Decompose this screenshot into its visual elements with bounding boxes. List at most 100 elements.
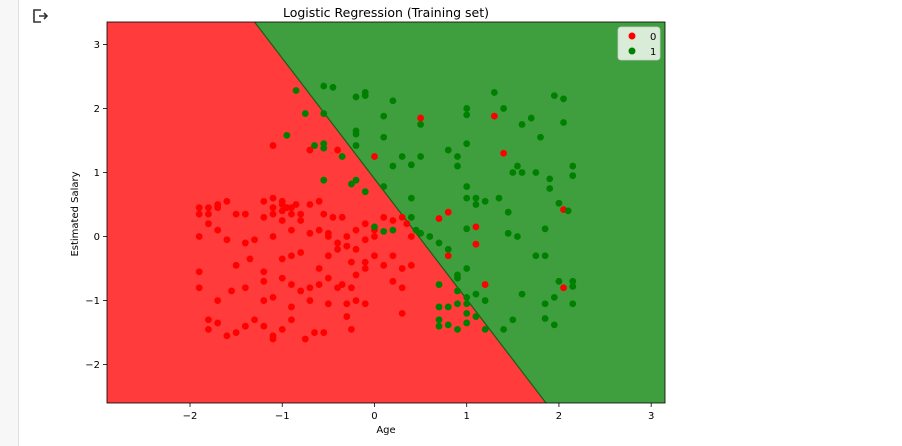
data-point-class-1 <box>546 185 554 192</box>
data-point-class-0 <box>278 255 286 263</box>
data-point-class-1 <box>504 208 512 216</box>
legend-box <box>617 26 661 61</box>
data-point-class-1 <box>472 290 480 298</box>
data-point-class-0 <box>228 287 235 295</box>
data-point-class-1 <box>352 176 360 184</box>
data-point-class-0 <box>205 316 212 324</box>
data-point-class-1 <box>495 194 503 202</box>
data-point-class-0 <box>269 233 277 240</box>
data-point-class-1 <box>463 319 471 327</box>
axes-frame <box>106 21 666 404</box>
data-point-class-0 <box>223 197 231 205</box>
data-point-class-1 <box>463 111 471 119</box>
data-point-class-0 <box>269 142 277 149</box>
data-point-class-0 <box>288 226 295 234</box>
data-point-class-1 <box>352 93 360 101</box>
data-point-class-0 <box>389 277 397 285</box>
data-point-class-1 <box>569 283 577 290</box>
output-arrow-icon[interactable] <box>30 6 50 26</box>
data-point-class-0 <box>288 252 295 260</box>
x-tick-label: −2 <box>183 411 198 422</box>
data-point-class-0 <box>500 149 507 157</box>
data-point-class-0 <box>297 287 305 295</box>
data-point-class-1 <box>389 97 397 105</box>
data-point-class-1 <box>569 172 577 180</box>
data-point-class-1 <box>481 297 489 304</box>
data-point-class-0 <box>348 284 355 292</box>
data-point-class-1 <box>541 252 549 260</box>
data-point-class-1 <box>380 227 388 235</box>
data-point-class-0 <box>214 226 222 234</box>
data-point-class-1 <box>550 293 558 301</box>
data-point-class-0 <box>417 114 424 122</box>
data-point-class-0 <box>205 325 212 333</box>
data-point-class-1 <box>463 300 471 308</box>
data-point-class-1 <box>463 140 471 148</box>
data-point-class-1 <box>348 180 355 188</box>
data-point-class-1 <box>380 112 388 120</box>
data-point-class-1 <box>389 226 397 234</box>
data-point-class-1 <box>435 281 443 288</box>
data-point-class-0 <box>241 239 249 247</box>
data-point-class-1 <box>361 188 369 196</box>
legend-marker-0 <box>628 32 636 40</box>
legend-label-0: 0 <box>650 32 656 43</box>
data-point-class-0 <box>232 210 240 218</box>
x-axis-label: Age <box>376 425 395 436</box>
data-point-class-1 <box>407 194 415 202</box>
data-point-class-1 <box>311 142 318 149</box>
data-point-class-1 <box>555 199 563 207</box>
data-point-class-0 <box>348 325 355 333</box>
data-point-class-0 <box>361 220 369 228</box>
data-point-class-0 <box>269 194 277 202</box>
data-point-class-1 <box>560 95 567 103</box>
data-point-class-0 <box>334 146 341 154</box>
data-point-class-1 <box>490 89 498 96</box>
data-point-class-0 <box>371 252 378 260</box>
chart-figure: Logistic Regression (Training set) −2 −1 0… <box>70 5 666 436</box>
data-point-class-0 <box>278 207 286 215</box>
data-point-class-0 <box>260 277 268 285</box>
data-point-class-0 <box>223 236 231 244</box>
data-point-class-1 <box>532 169 540 176</box>
data-point-class-1 <box>541 300 549 308</box>
data-point-class-1 <box>435 316 443 324</box>
data-point-class-1 <box>527 114 535 122</box>
scatter-points <box>195 82 577 343</box>
data-point-class-0 <box>288 210 295 218</box>
data-point-class-1 <box>301 110 309 117</box>
y-tick-label: 3 <box>94 40 100 51</box>
data-point-class-1 <box>541 225 549 233</box>
data-point-class-1 <box>463 265 471 272</box>
data-point-class-0 <box>288 316 295 324</box>
data-point-class-0 <box>334 245 341 253</box>
data-point-class-0 <box>315 197 323 205</box>
data-point-class-1 <box>454 274 461 282</box>
data-point-class-0 <box>214 319 222 327</box>
data-point-class-0 <box>306 146 314 154</box>
x-tick-label: 1 <box>464 411 470 422</box>
data-point-class-0 <box>371 153 378 160</box>
y-tick-label: 0 <box>94 232 100 243</box>
data-point-class-1 <box>472 313 480 320</box>
class-1-region <box>254 22 665 403</box>
data-point-class-0 <box>232 329 240 336</box>
data-point-class-0 <box>306 229 314 237</box>
data-point-class-0 <box>407 261 415 269</box>
data-point-class-0 <box>398 309 406 317</box>
data-point-class-0 <box>324 274 332 282</box>
data-point-class-0 <box>398 284 406 292</box>
data-point-class-1 <box>509 316 517 324</box>
data-point-class-1 <box>320 176 328 184</box>
data-point-class-1 <box>514 233 521 240</box>
data-point-class-1 <box>417 229 424 237</box>
data-point-class-1 <box>435 303 443 311</box>
data-point-class-0 <box>306 297 314 304</box>
data-point-class-1 <box>417 121 424 128</box>
y-tick-label: 2 <box>94 104 100 115</box>
y-tick-label: −1 <box>85 296 100 307</box>
data-point-class-0 <box>195 284 203 292</box>
x-axis-ticks: −2 −1 0 1 2 3 <box>183 403 654 422</box>
data-point-class-1 <box>555 277 563 285</box>
data-point-class-1 <box>537 133 544 141</box>
